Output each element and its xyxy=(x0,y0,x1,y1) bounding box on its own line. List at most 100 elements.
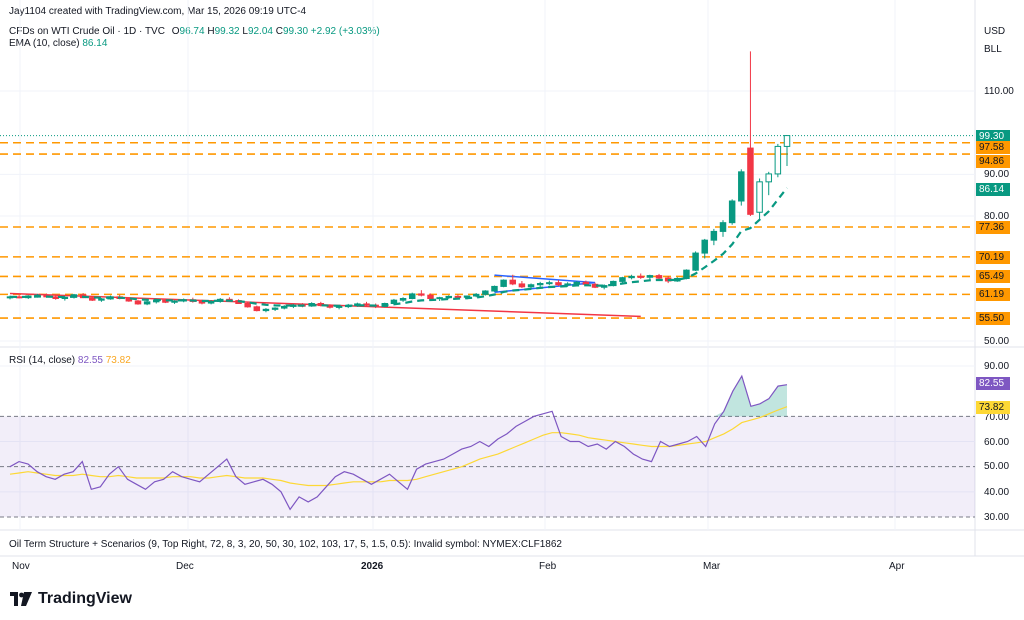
candle-body-44 xyxy=(408,293,416,299)
rsi-badge: 82.55 xyxy=(976,377,1010,390)
level-badge-70: 70.19 xyxy=(976,251,1010,264)
candle-body-5 xyxy=(52,296,59,300)
candle-body-62 xyxy=(573,281,580,285)
candle-body-46 xyxy=(427,294,434,299)
candle-body-79 xyxy=(728,200,736,224)
x-label-feb: Feb xyxy=(539,561,557,572)
candle-body-73 xyxy=(674,278,681,282)
ohlc-low: 92.04 xyxy=(247,26,273,37)
candle-body-56 xyxy=(518,283,526,288)
candle-body-27 xyxy=(253,306,261,312)
horizontal-levels[interactable] xyxy=(0,135,975,319)
x-label-apr: Apr xyxy=(889,561,905,572)
candle-body-43 xyxy=(399,298,407,301)
currency-label[interactable]: USD xyxy=(984,26,1006,37)
rsi-tick-70: 70.00 xyxy=(984,412,1010,423)
rsi-tick-30: 30.00 xyxy=(984,512,1010,523)
candle-body-47 xyxy=(436,297,443,300)
rsi-polyline xyxy=(9,374,788,511)
candle-body-69 xyxy=(637,275,644,278)
candle-body-57 xyxy=(527,284,535,288)
grid xyxy=(0,0,975,530)
rsi-tick-90: 90.00 xyxy=(984,361,1010,372)
level-badge-61: 61.19 xyxy=(976,288,1010,301)
x-label-nov: Nov xyxy=(12,561,30,572)
candle-body-28 xyxy=(262,308,270,312)
level-badge-77: 77.36 xyxy=(976,221,1010,234)
candle-body-18 xyxy=(171,300,178,303)
rsi-overbought-fill xyxy=(714,376,787,417)
candle-body-22 xyxy=(207,300,215,304)
candle-body-14 xyxy=(134,300,142,305)
ema-badge: 86.14 xyxy=(976,183,1010,196)
candle-body-29 xyxy=(271,307,279,310)
tradingview-logo-icon xyxy=(10,592,32,606)
rsi-ma-value: 73.82 xyxy=(105,355,131,366)
indicator-note[interactable]: Oil Term Structure + Scenarios (9, Top R… xyxy=(9,539,562,550)
candle-body-85 xyxy=(783,135,791,147)
x-label-2026: 2026 xyxy=(361,561,384,572)
ohlc-low-label: L xyxy=(242,26,248,37)
candle-body-84 xyxy=(774,145,782,175)
ohlc-change: +2.92 (+3.03%) xyxy=(310,26,380,37)
candle-body-10 xyxy=(98,298,105,301)
ema-value: 86.14 xyxy=(82,38,108,49)
candle-body-45 xyxy=(418,293,425,296)
trendline-triangle-top xyxy=(494,274,596,284)
price-tick-90: 90.00 xyxy=(984,169,1010,180)
price-tick-110: 110.00 xyxy=(984,86,1014,97)
candle-body-63 xyxy=(582,281,590,285)
candle-body-48 xyxy=(445,295,453,299)
candle-body-54 xyxy=(500,279,507,287)
symbol-name[interactable]: CFDs on WTI Crude Oil · 1D · TVC xyxy=(9,26,165,37)
candle-body-55 xyxy=(509,279,517,285)
rsi-ma-polyline xyxy=(9,406,788,487)
rsi-lines xyxy=(9,374,788,511)
rsi-legend[interactable]: RSI (14, close) 82.55 73.82 xyxy=(9,355,131,366)
candle-body-59 xyxy=(546,282,553,285)
candle-body-58 xyxy=(536,283,544,286)
ohlc-high: 99.32 xyxy=(214,26,240,37)
candle-body-82 xyxy=(756,181,763,213)
candle-body-39 xyxy=(363,303,370,306)
level-badge-55: 55.50 xyxy=(976,312,1010,325)
ohlc-open: 96.74 xyxy=(179,26,205,37)
rsi-tick-60: 60.00 xyxy=(984,437,1010,448)
symbol-legend[interactable]: CFDs on WTI Crude Oil · 1D · TVC O96.74 … xyxy=(9,26,380,37)
candle-body-83 xyxy=(765,173,772,183)
ema-polyline xyxy=(9,187,788,307)
rsi-value: 82.55 xyxy=(77,355,103,366)
candle-body-30 xyxy=(280,305,288,309)
tradingview-logo-text: TradingView xyxy=(38,590,132,607)
level-badge-94: 94.86 xyxy=(976,155,1010,168)
candle-body-80 xyxy=(738,171,745,202)
price-tick-50: 50.00 xyxy=(984,336,1010,347)
x-label-dec: Dec xyxy=(176,561,194,572)
candle-body-75 xyxy=(692,252,699,271)
rsi-label[interactable]: RSI (14, close) xyxy=(9,355,76,366)
candle-body-81 xyxy=(747,147,754,215)
rsi-ma-badge: 73.82 xyxy=(976,401,1010,414)
ema-line xyxy=(9,187,788,307)
level-badge-97: 97.58 xyxy=(976,141,1010,154)
candle-body-60 xyxy=(555,282,562,286)
ohlc-close-label: C xyxy=(275,26,283,37)
candle-body-1 xyxy=(15,296,23,299)
candle-body-26 xyxy=(244,303,251,308)
candle-body-71 xyxy=(655,275,663,279)
candle-body-15 xyxy=(143,301,151,305)
candle-body-49 xyxy=(454,295,462,298)
candle-body-76 xyxy=(701,239,708,254)
price-tick-80: 80.00 xyxy=(984,211,1010,222)
scale-mode-label[interactable]: BLL xyxy=(984,44,1002,55)
tradingview-logo[interactable]: TradingView xyxy=(10,590,132,608)
ema-legend[interactable]: EMA (10, close) 86.14 xyxy=(9,38,107,49)
creator-line: Jay1104 created with TradingView.com, Ma… xyxy=(9,6,307,17)
rsi-tick-50: 50.00 xyxy=(984,461,1010,472)
candle-body-51 xyxy=(472,293,480,297)
candle-body-53 xyxy=(491,285,498,292)
ema-label[interactable]: EMA (10, close) xyxy=(9,38,80,49)
ohlc-high-label: H xyxy=(207,26,215,37)
trendlines[interactable] xyxy=(9,274,641,318)
